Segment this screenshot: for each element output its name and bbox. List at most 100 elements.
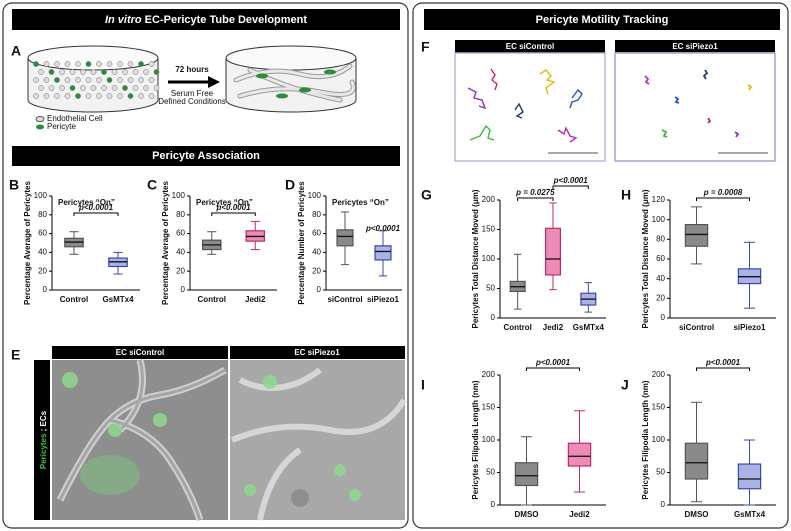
p-value: p<0.0001 <box>365 224 401 233</box>
x-tick-label: GsMTx4 <box>573 323 605 332</box>
cell-dot <box>111 85 118 91</box>
significance-bracket <box>211 212 256 216</box>
cell-dot <box>122 85 128 91</box>
x-tick-label: siPiezo1 <box>733 323 766 332</box>
tracks-left <box>454 52 606 162</box>
dish-left <box>27 45 160 113</box>
micrograph-left <box>52 359 228 522</box>
cell-dot <box>43 61 50 67</box>
y-tick-label: 80 <box>176 210 185 219</box>
cell-dot <box>132 69 139 75</box>
panel-label: I <box>421 377 425 393</box>
left-header: In vitro EC-Pericyte Tube Development <box>105 14 307 26</box>
cell-dot <box>33 77 39 83</box>
cell-dot <box>43 77 50 83</box>
panel-label: A <box>11 43 21 59</box>
cell-dot <box>143 85 149 91</box>
y-tick-label: 60 <box>38 229 47 238</box>
cell-dot <box>64 93 71 99</box>
p-value: p<0.0001 <box>705 358 741 367</box>
condition-label: Serum Free <box>171 89 214 98</box>
cell-dot <box>106 93 113 99</box>
y-axis-label: Percentage Number of Pericytes <box>297 181 306 305</box>
x-tick-label: siPiezo1 <box>367 295 400 304</box>
y-tick-label: 60 <box>312 229 321 238</box>
cell-dot <box>64 77 71 83</box>
right-header: Pericyte Motility Tracking <box>536 14 669 26</box>
cell-dot <box>138 93 144 99</box>
x-tick-label: DMSO <box>515 510 539 519</box>
cell-dot <box>33 61 39 67</box>
y-tick-label: 50 <box>486 284 495 293</box>
section-header: Pericyte Association <box>152 150 260 162</box>
side-bar <box>34 360 50 520</box>
y-tick-label: 50 <box>656 468 665 477</box>
y-axis-label: Pericytes Total Distance Moved (μm) <box>471 189 480 328</box>
cell-dot <box>38 69 44 75</box>
significance-bracket <box>73 212 119 216</box>
legend-pericyte: Pericyte <box>47 122 76 131</box>
x-tick-label: Jedi2 <box>245 295 266 304</box>
cell-dot <box>96 61 102 67</box>
cell-dot <box>132 85 139 91</box>
cell-dot <box>69 85 76 91</box>
p-value: p<0.0001 <box>535 358 571 367</box>
box <box>374 245 392 261</box>
cell-dot <box>96 77 102 83</box>
y-axis-label: Pericytes Filipodia Length (nm) <box>471 380 480 499</box>
y-tick-label: 80 <box>656 234 665 243</box>
cell-dot <box>127 61 134 67</box>
panel-label: F <box>421 39 430 55</box>
cell-dot <box>106 61 113 67</box>
cell-dot <box>138 77 144 83</box>
y-tick-label: 100 <box>652 435 666 444</box>
p-value: p<0.0001 <box>215 203 251 212</box>
image-header <box>230 346 405 359</box>
p-value: p = 0.0008 <box>703 188 743 197</box>
y-tick-label: 200 <box>482 195 496 204</box>
tracks-right <box>614 52 776 162</box>
significance-bracket <box>696 367 750 371</box>
cell-dot <box>90 85 97 91</box>
y-tick-label: 20 <box>312 266 321 275</box>
significance-bracket <box>552 185 589 189</box>
cell-dot <box>117 77 123 83</box>
y-tick-label: 80 <box>38 210 47 219</box>
panel-label: H <box>621 187 631 203</box>
panel-label: B <box>9 177 19 193</box>
y-tick-label: 100 <box>172 191 186 200</box>
cell-dot <box>43 93 50 99</box>
y-tick-label: 0 <box>661 500 666 509</box>
image-header <box>52 346 228 359</box>
right-frame <box>412 2 789 529</box>
cell-dot <box>117 61 123 67</box>
x-tick-label: Control <box>198 295 226 304</box>
y-tick-label: 20 <box>38 266 47 275</box>
y-tick-label: 80 <box>312 210 321 219</box>
cell-dot <box>75 93 81 99</box>
y-tick-label: 0 <box>181 285 186 294</box>
cell-dot <box>64 61 71 67</box>
x-tick-label: Control <box>60 295 88 304</box>
image-title: EC siPiezo1 <box>294 348 340 357</box>
y-tick-label: 40 <box>656 274 665 283</box>
header-bar <box>424 9 780 30</box>
cell-dot <box>54 77 60 83</box>
left-frame <box>2 2 409 529</box>
y-tick-label: 150 <box>482 403 496 412</box>
dish-right <box>225 45 357 113</box>
cell-dot <box>101 69 107 75</box>
y-tick-label: 60 <box>176 229 185 238</box>
chart-title: Pericytes “On” <box>332 198 389 207</box>
x-tick-label: GsMTx4 <box>102 295 134 304</box>
cell-dot <box>33 93 39 99</box>
y-tick-label: 100 <box>482 254 496 263</box>
y-tick-label: 20 <box>176 266 185 275</box>
panel-label: G <box>421 187 432 203</box>
cell-dot <box>138 61 144 67</box>
cell-dot <box>48 69 55 75</box>
cell-dot <box>69 69 76 75</box>
cell-dot <box>148 61 155 67</box>
header-bar <box>12 9 400 30</box>
cell-dot <box>59 85 65 91</box>
